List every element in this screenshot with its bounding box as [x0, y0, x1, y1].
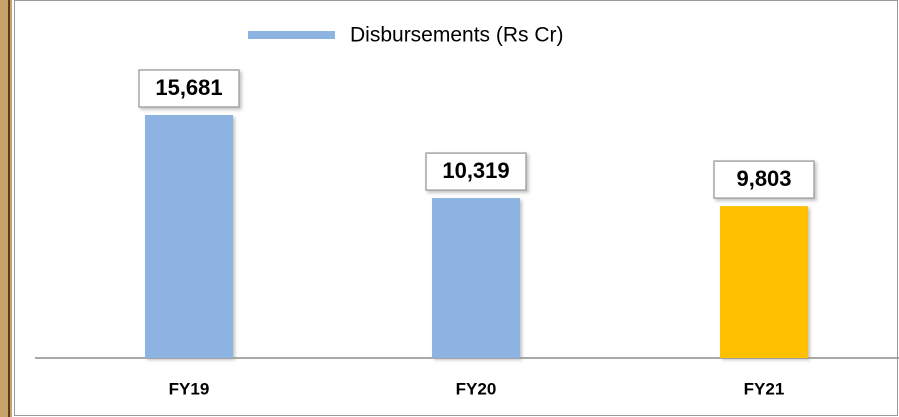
x-tick-label: FY19 [169, 379, 210, 398]
value-label: 15,681 [155, 75, 222, 100]
left-edge [0, 0, 12, 417]
legend-swatch [248, 31, 335, 39]
bar [432, 198, 520, 358]
value-label: 10,319 [442, 158, 509, 183]
bar [720, 206, 808, 358]
x-tick-label: FY21 [744, 379, 785, 398]
legend-label: Disbursements (Rs Cr) [350, 24, 564, 47]
value-label-box [713, 160, 815, 199]
x-tick-label: FY20 [456, 379, 497, 398]
value-label-box [138, 69, 240, 108]
bar [145, 115, 233, 358]
value-label-box [425, 152, 527, 191]
value-label: 9,803 [736, 166, 791, 191]
